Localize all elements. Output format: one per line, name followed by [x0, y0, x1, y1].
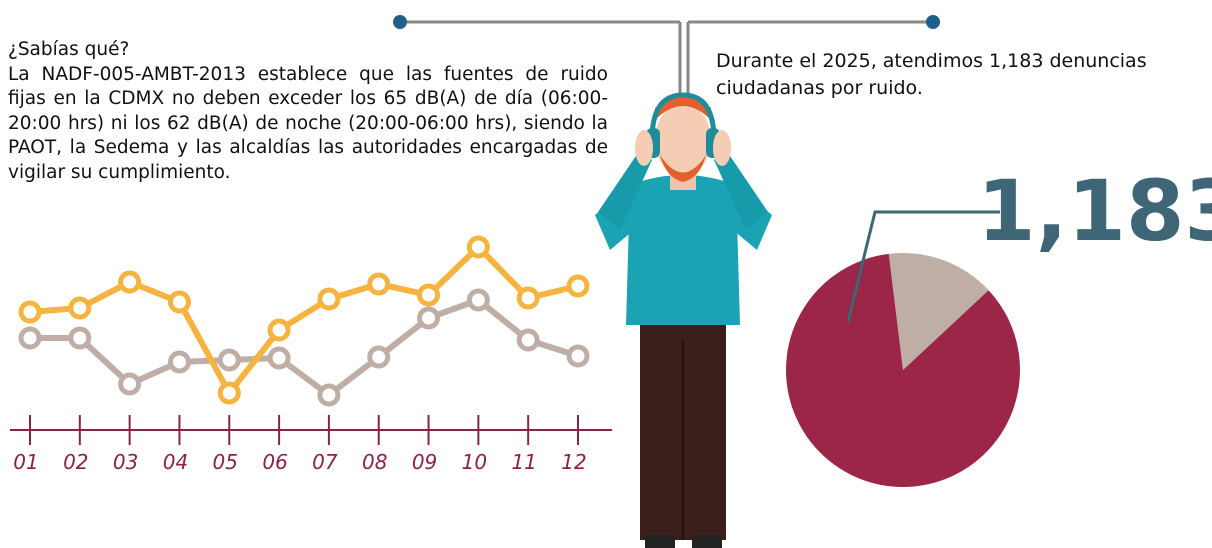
paragraph-heading: ¿Sabías qué? [8, 38, 608, 63]
point [569, 277, 587, 295]
point [320, 386, 338, 404]
point [469, 291, 487, 309]
point [220, 384, 238, 402]
x-tick-label: 02 [63, 450, 88, 474]
x-tick-label: 08 [362, 450, 387, 474]
point [370, 275, 388, 293]
x-tick-label: 03 [113, 450, 138, 474]
point [170, 293, 188, 311]
point [469, 238, 487, 256]
page: 1,183 01 02 03 04 05 06 07 08 09 10 11 12 ¿Sabías q… [0, 0, 1212, 548]
x-tick-label: 07 [312, 450, 338, 474]
x-tick-label: 12 [561, 450, 586, 474]
x-tick-label: 11 [511, 450, 536, 474]
point [270, 321, 288, 339]
point [121, 273, 139, 291]
point [21, 329, 39, 347]
point [71, 329, 89, 347]
point [170, 353, 188, 371]
x-tick-label: 04 [163, 450, 188, 474]
info-paragraph: ¿Sabías qué? La NADF-005-AMBT-2013 estab… [8, 38, 608, 185]
point [370, 348, 388, 366]
point [121, 375, 139, 393]
point [519, 289, 537, 307]
paragraph-body: La NADF-005-AMBT-2013 establece que las … [8, 63, 608, 186]
point [220, 351, 238, 369]
x-tick-label: 10 [462, 450, 487, 474]
x-tick-label: 09 [412, 450, 437, 474]
summary-text: Durante el 2025, atendimos 1,183 denunci… [716, 48, 1196, 102]
connector-dot [393, 15, 407, 29]
point [420, 309, 438, 327]
x-tick-label: 06 [262, 450, 287, 474]
point [420, 286, 438, 304]
point [270, 349, 288, 367]
connector-dot [926, 15, 940, 29]
point [71, 299, 89, 317]
x-tick-label: 01 [13, 450, 38, 474]
person-illustration [595, 95, 772, 548]
point [569, 347, 587, 365]
big-number: 1,183 [977, 162, 1212, 260]
point [320, 290, 338, 308]
x-tick-label: 05 [213, 450, 238, 474]
point [519, 331, 537, 349]
point [21, 303, 39, 321]
